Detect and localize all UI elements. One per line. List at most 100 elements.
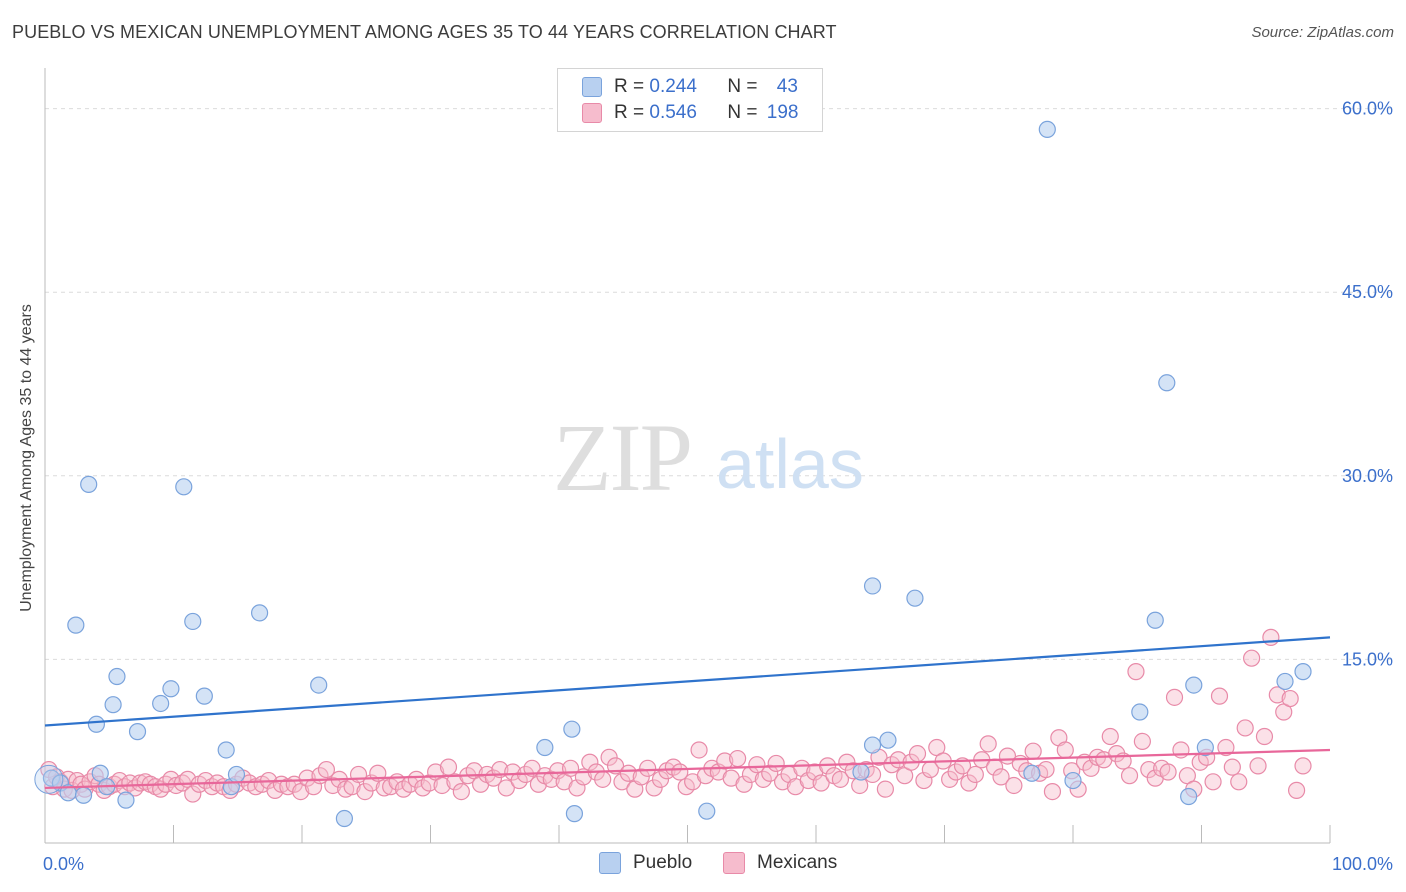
legend-n-label: N = [727, 102, 763, 123]
pueblo-point [87, 715, 106, 733]
pueblo-swatch [582, 77, 602, 97]
pueblo-point [195, 687, 213, 705]
mexicans-point [497, 779, 515, 797]
mexicans-point [1217, 738, 1235, 757]
mexicans-point [690, 741, 708, 759]
mexicans-point [1210, 687, 1229, 705]
mexicans-point [1140, 760, 1158, 779]
y-tick-label: 30.0% [1342, 466, 1393, 486]
pueblo-point [217, 741, 235, 759]
pueblo-point [536, 738, 554, 757]
legend-r-value: 0.546 [649, 102, 697, 123]
mexicans-point [1230, 773, 1248, 791]
mexicans-point [1159, 763, 1177, 781]
mexicans-point [838, 753, 856, 771]
mexicans-point [1101, 727, 1119, 746]
legend-n-label: N = [727, 76, 763, 97]
pueblo-point [906, 589, 924, 607]
mexicans-point [632, 768, 650, 786]
mexicans-point [619, 764, 637, 782]
mexicans-point [729, 749, 747, 768]
pueblo-point [1158, 374, 1176, 392]
mexicans-point [1043, 782, 1062, 801]
pueblo-point [128, 723, 147, 741]
mexicans-point [356, 782, 374, 801]
watermark: ZIP atlas [553, 404, 864, 511]
mexicans-swatch [582, 103, 602, 123]
mexicans-point [966, 765, 984, 784]
mexicans-point [1249, 757, 1267, 775]
legend-label-mexicans: Mexicans [757, 852, 838, 873]
pueblo-point [80, 475, 98, 493]
mexicans-point [433, 776, 451, 795]
mexicans-point [761, 764, 779, 782]
pueblo-point [1146, 611, 1164, 629]
mexicans-legend-swatch [723, 852, 745, 874]
mexicans-point [600, 748, 618, 766]
pueblo-point [563, 720, 581, 738]
pueblo-cluster-point [34, 764, 64, 794]
pueblo-point [879, 731, 897, 749]
mexicans-point [767, 754, 785, 773]
mexicans-point [716, 752, 734, 770]
mexicans-point [613, 773, 631, 791]
mexicans-point [407, 770, 425, 788]
pueblo-trend-line [44, 636, 1331, 727]
pueblo-point [152, 694, 170, 713]
legend-row-pueblo: R = 0.244 N = 43 [582, 75, 798, 99]
pueblo-point [184, 612, 202, 631]
series-legend: Pueblo Mexicans [0, 852, 1406, 878]
mexicans-point [1133, 732, 1151, 751]
pueblo-point [104, 696, 122, 714]
mexicans-point [1056, 741, 1074, 759]
mexicans-point [1262, 628, 1280, 646]
pueblo-point [1180, 787, 1198, 806]
mexicans-point [317, 760, 336, 779]
pueblo-point [698, 802, 716, 820]
pueblo-point [310, 676, 328, 694]
pueblo-point [162, 680, 180, 698]
legend-label-pueblo: Pueblo [633, 852, 693, 873]
pueblo-point [175, 478, 193, 496]
pueblo-point [852, 763, 870, 781]
mexicans-point [1287, 781, 1306, 799]
mexicans-point [1236, 719, 1254, 737]
tick-labels: 15.0% 30.0% 45.0% 60.0% 0.0% 100.0% [43, 99, 1393, 874]
mexicans-point [1223, 758, 1241, 776]
mexicans-point [1255, 727, 1274, 746]
mexicans-point [735, 775, 753, 793]
mexicans-point [639, 759, 657, 777]
mexicans-point [1268, 686, 1286, 704]
pueblo-legend-swatch [599, 852, 621, 874]
mexicans-point [439, 758, 458, 776]
pueblo-point [1185, 676, 1203, 694]
mexicans-point [1204, 773, 1222, 791]
mexicans-point [947, 763, 965, 781]
mexicans-point [324, 776, 342, 795]
x-tick-label: 0.0% [43, 854, 84, 874]
mexicans-point [1281, 689, 1299, 708]
chart-title: PUEBLO VS MEXICAN UNEMPLOYMENT AMONG AGE… [12, 22, 837, 42]
mexicans-point [876, 780, 894, 798]
legend-item-mexicans[interactable]: Mexicans [723, 852, 837, 874]
pueblo-point [108, 667, 126, 686]
mexicans-point [1005, 776, 1023, 795]
mexicans-point [504, 763, 522, 781]
axes [44, 68, 1331, 844]
pueblo-point [1276, 672, 1294, 691]
pueblo-point [1038, 120, 1056, 139]
pueblo-point [335, 809, 354, 828]
mexicans-point [1243, 649, 1261, 667]
mexicans-point [184, 785, 202, 803]
mexicans-point [992, 768, 1010, 786]
pueblo-point [250, 604, 269, 622]
y-tick-label: 60.0% [1342, 99, 1393, 119]
legend-item-pueblo[interactable]: Pueblo [599, 852, 692, 874]
mexicans-point [452, 782, 470, 801]
mexicans-point [298, 769, 316, 787]
mexicans-point [651, 770, 670, 788]
mexicans-point [1165, 688, 1184, 706]
mexicans-point [831, 770, 850, 788]
watermark-atlas: atlas [716, 425, 864, 503]
pueblo-point [1294, 663, 1312, 681]
